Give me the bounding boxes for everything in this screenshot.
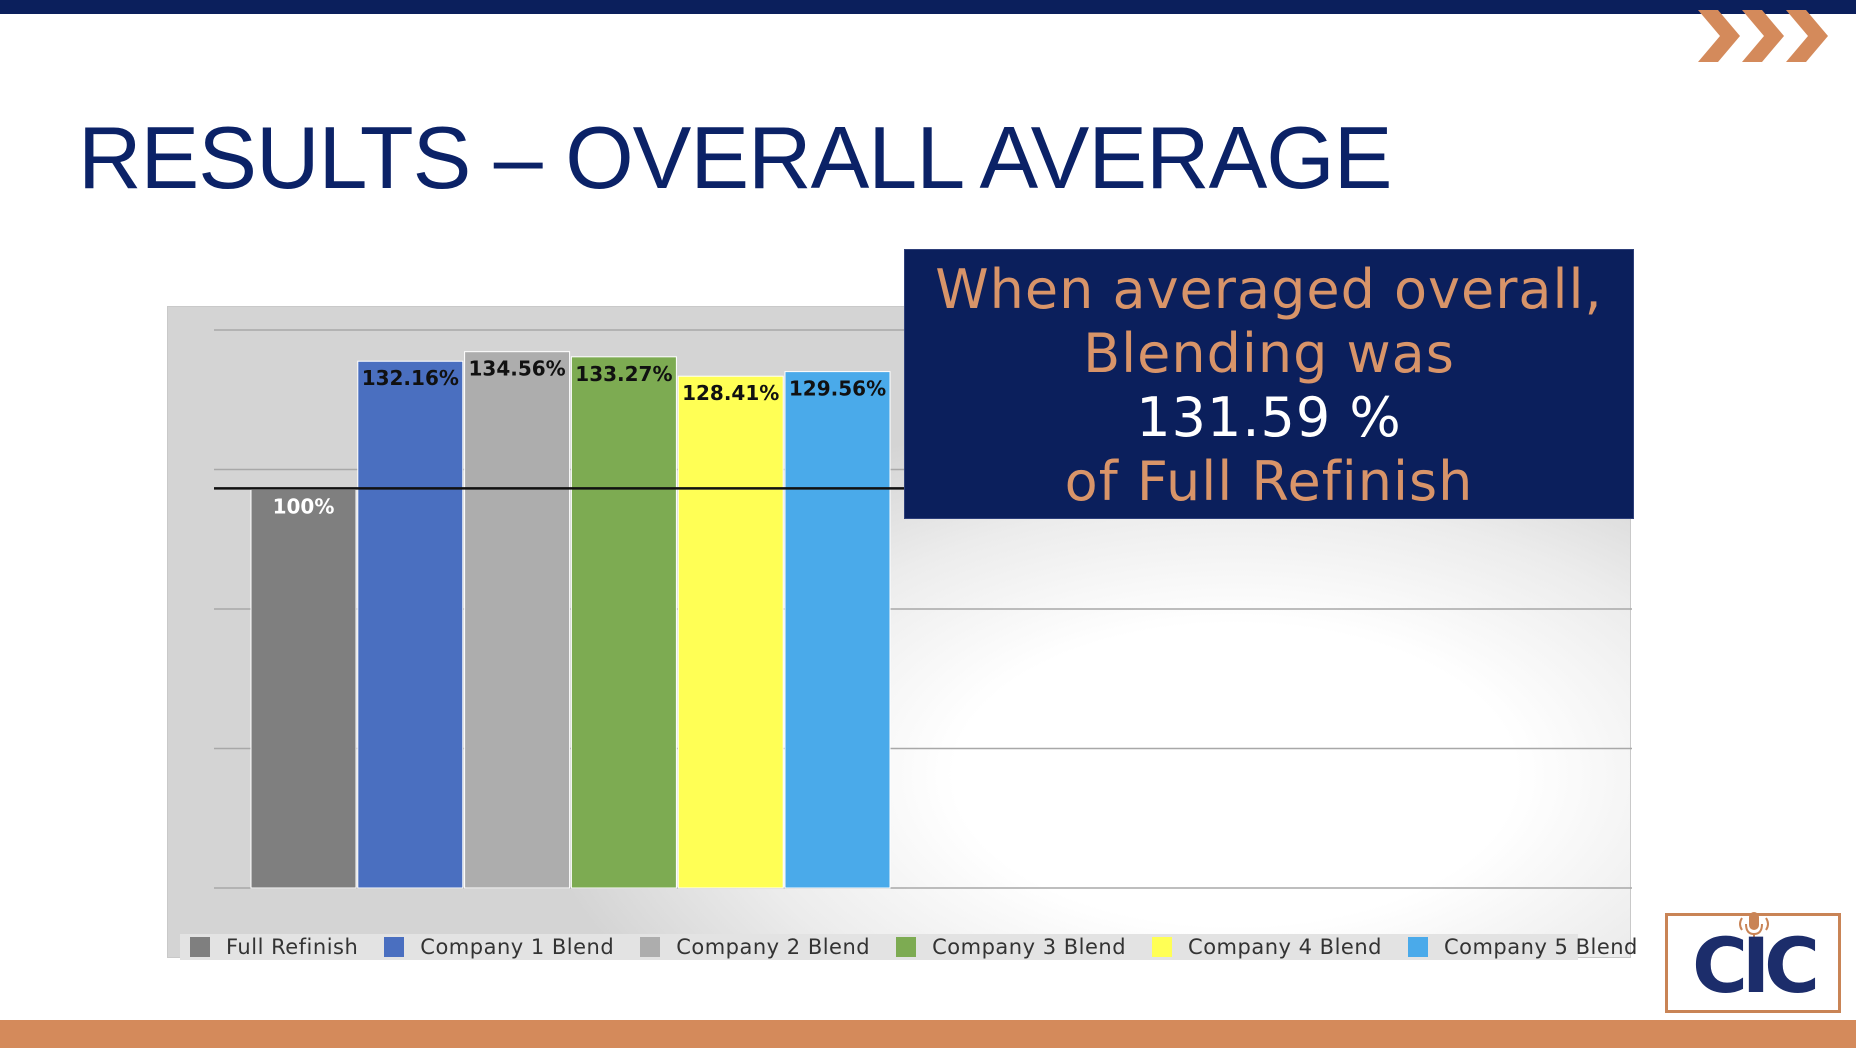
bar-company-2-blend [464,351,571,889]
bar-company-1-blend [357,360,464,889]
bar-company-4-blend [677,375,784,889]
bottom-accent-bar [0,1020,1856,1048]
callout-line-2: Blending was [1083,322,1455,385]
bar-company-5-blend [784,371,891,889]
legend-item: Company 3 Blend [896,935,1126,959]
legend-item: Company 5 Blend [1407,935,1638,959]
data-label: 133.27% [575,362,672,386]
legend-label: Full Refinish [226,935,359,959]
summary-callout: When averaged overall, Blending was 131.… [904,249,1634,519]
top-accent-bar [0,0,1856,14]
legend-swatch [384,937,405,957]
microphone-icon [1739,912,1769,942]
logo-text: CIC [1692,921,1820,1010]
legend-item: Company 4 Blend [1152,935,1382,959]
callout-line-4: of Full Refinish [1064,450,1474,513]
legend-swatch [1152,937,1173,957]
legend-swatch [1407,937,1428,957]
callout-value: 131.59 % [1136,386,1402,449]
bar-chart: 100% 132.16% 134.56% 133.27% 128.41% 129.56% [214,329,1632,889]
bar-company-3-blend [570,356,677,889]
data-label: 100% [273,494,335,518]
legend-label: Company 4 Blend [1188,935,1382,959]
slide-title: RESULTS – OVERALL AVERAGE [78,108,1392,207]
bar-full-refinish [250,488,357,889]
chevron-arrows-icon [1698,10,1828,62]
legend-label: Company 2 Blend [676,935,871,959]
data-label: 129.56% [789,377,886,401]
chart-legend: Full Refinish Company 1 Blend Company 2 Bl… [180,934,1637,960]
legend-swatch [190,937,210,957]
data-label: 132.16% [362,366,459,390]
data-label: 128.41% [682,381,779,405]
data-label: 134.56% [468,357,565,381]
legend-label: Company 1 Blend [420,935,615,959]
legend-item: Full Refinish [190,935,358,959]
legend-label: Company 3 Blend [932,935,1127,959]
legend-item: Company 1 Blend [384,935,614,959]
legend-swatch [896,937,917,957]
cic-logo: CIC [1665,912,1841,1013]
legend-swatch [640,937,661,957]
callout-line-1: When averaged overall, [935,258,1603,321]
legend-item: Company 2 Blend [640,935,870,959]
legend-label: Company 5 Blend [1443,935,1638,959]
